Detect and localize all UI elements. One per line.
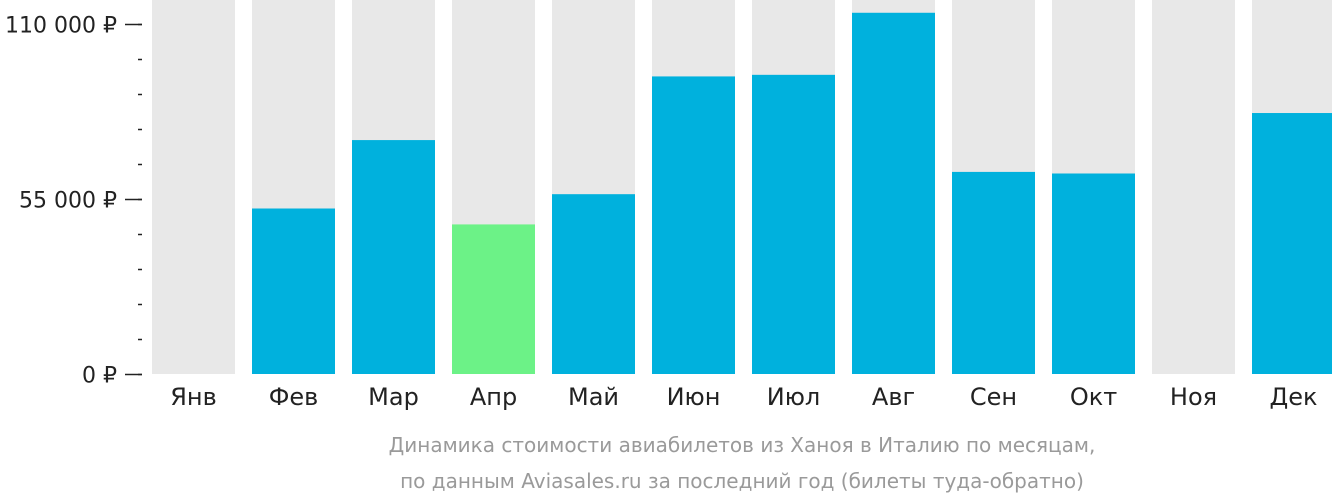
bars (252, 12, 1332, 375)
chart-caption-line-1: Динамика стоимости авиабилетов из Ханоя … (389, 433, 1096, 457)
bar-10[interactable] (1052, 173, 1135, 374)
x-axis: Янв Фев Мар Апр Май Июн Июл Авг Сен Окт Ноя Дек (170, 383, 1317, 411)
bar-06[interactable] (652, 76, 735, 374)
x-tick-label-10: Окт (1070, 383, 1117, 411)
bar-09[interactable] (952, 171, 1035, 374)
bar-07[interactable] (752, 74, 835, 375)
y-axis: 0 ₽ 55 000 ₽ 110 000 ₽ (5, 14, 142, 389)
x-tick-label-08: Авг (872, 383, 915, 411)
x-tick-label-06: Июн (667, 383, 721, 411)
y-tick-label: 110 000 ₽ (5, 14, 117, 39)
x-tick-label-11: Ноя (1170, 383, 1217, 411)
x-tick-label-05: Май (568, 383, 619, 411)
y-tick-label: 0 ₽ (82, 364, 117, 389)
x-tick-label-12: Дек (1269, 383, 1317, 411)
bar-04[interactable] (452, 224, 535, 374)
x-tick-label-01: Янв (170, 383, 217, 411)
chart-caption-line-2: по данным Aviasales.ru за последний год … (400, 469, 1084, 493)
x-tick-label-09: Сен (970, 383, 1017, 411)
bar-12[interactable] (1252, 113, 1332, 374)
bar-02[interactable] (252, 208, 335, 374)
bar-08[interactable] (852, 12, 935, 374)
x-tick-label-03: Мар (368, 383, 419, 411)
x-tick-label-04: Апр (470, 383, 517, 411)
x-tick-label-02: Фев (269, 383, 319, 411)
y-tick-label: 55 000 ₽ (19, 189, 117, 214)
bar-track-11 (1152, 0, 1235, 374)
x-tick-label-07: Июл (767, 383, 821, 411)
bar-03[interactable] (352, 140, 435, 374)
bar-track-01 (152, 0, 235, 374)
bar-05[interactable] (552, 194, 635, 374)
